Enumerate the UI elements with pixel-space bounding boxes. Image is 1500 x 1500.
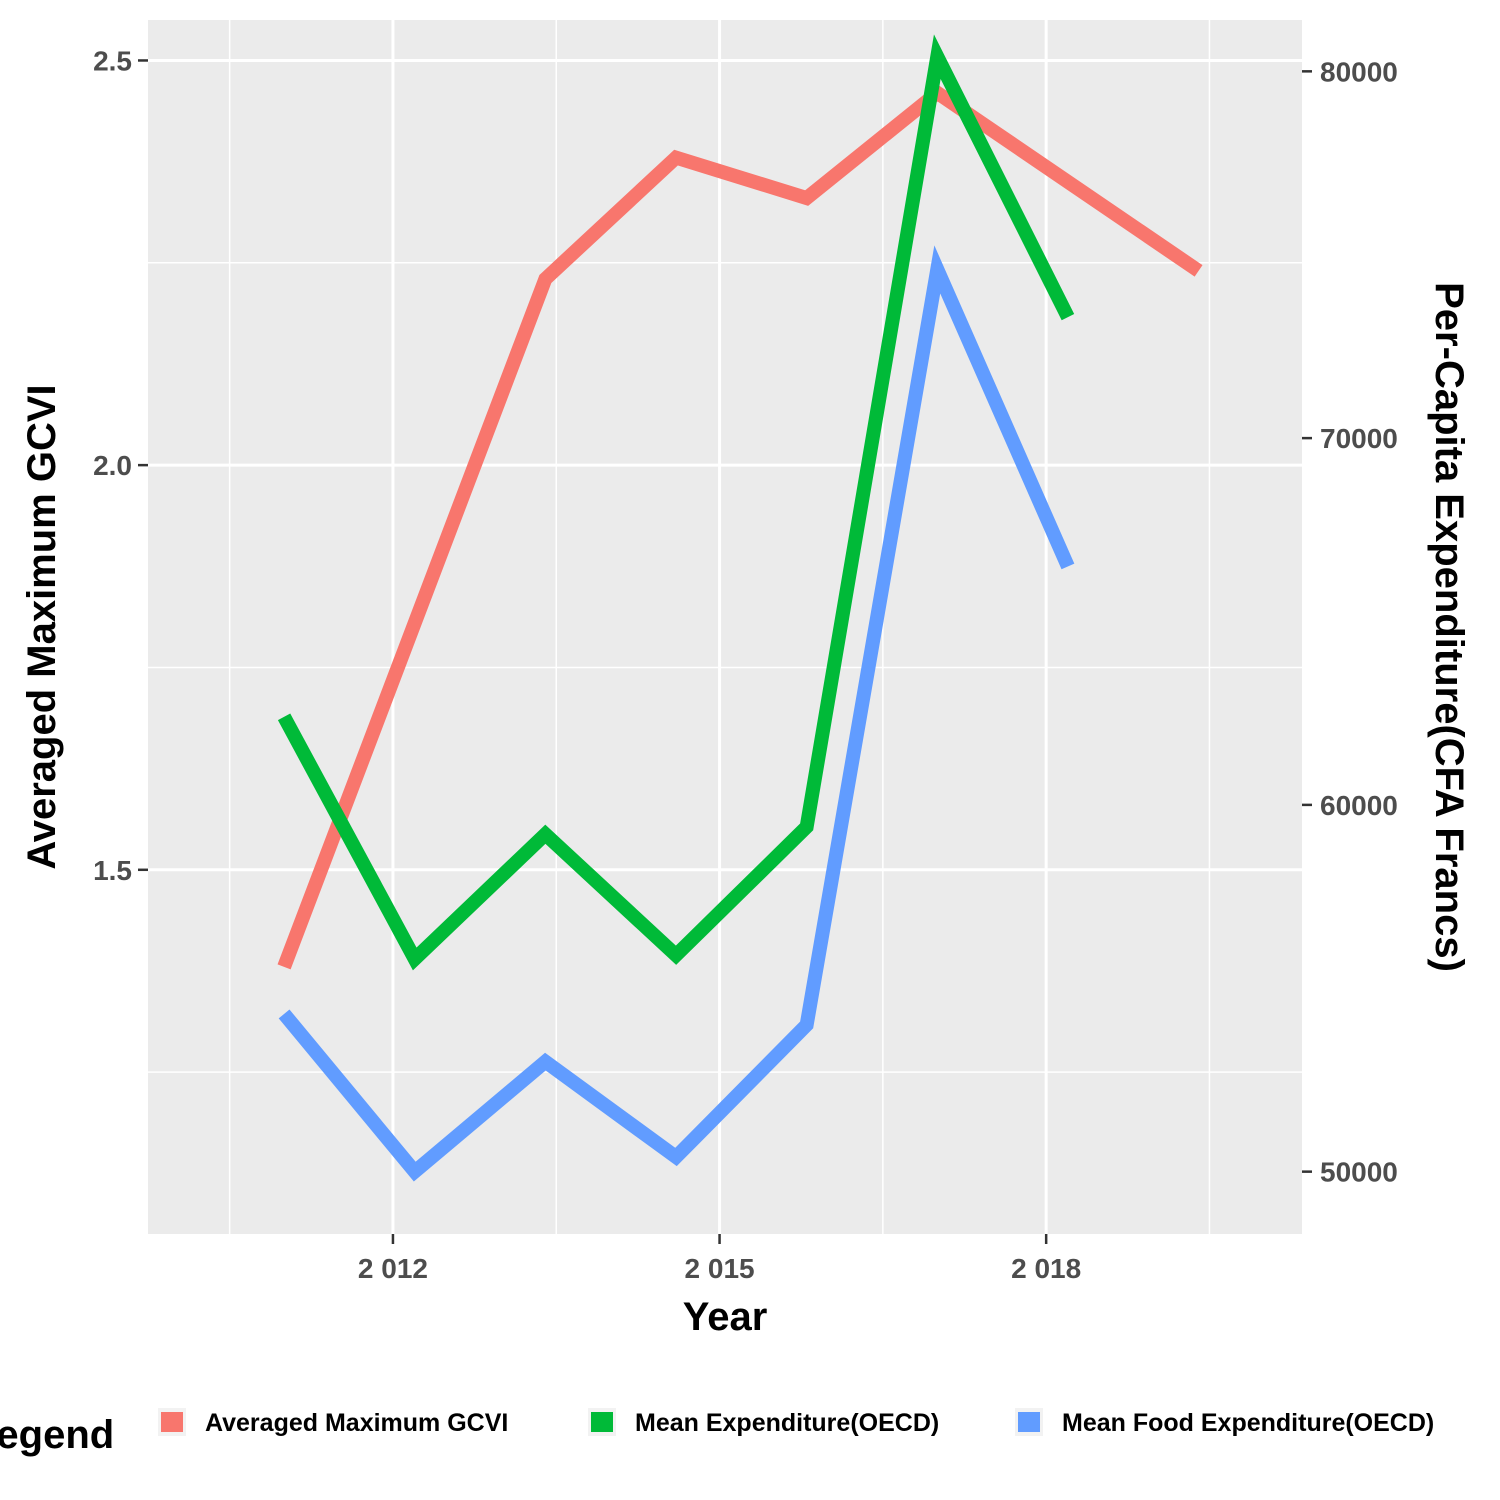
series-lines: [277, 34, 1203, 1182]
legend-label: Mean Expenditure(OECD): [635, 1409, 939, 1437]
legend-key: [591, 1412, 613, 1432]
x-tick-label: 2 015: [685, 1253, 755, 1284]
x-axis-title: Year: [683, 1295, 768, 1339]
series-line: [277, 34, 1075, 971]
legend-key: [1018, 1412, 1040, 1432]
plot-panel: [148, 20, 1302, 1234]
axes: 2 012 2 015 2 018 1.5 2.0 2.5 50000 60000 70000 8…: [93, 45, 1398, 1284]
y-left-tick-label: 1.5: [93, 855, 132, 886]
y-left-tick-label: 2.5: [93, 45, 132, 76]
y-left-tick-label: 2.0: [93, 450, 132, 481]
y-right-tick-label: 80000: [1320, 56, 1398, 87]
x-tick-label: 2 018: [1011, 1253, 1081, 1284]
legend-label: Mean Food Expenditure(OECD): [1062, 1409, 1434, 1437]
y-right-tick-label: 70000: [1320, 423, 1398, 454]
x-tick-label: 2 012: [358, 1253, 428, 1284]
legend-title: Legend: [0, 1413, 114, 1457]
series-line: [278, 245, 1075, 1182]
legend-label: Averaged Maximum GCVI: [205, 1409, 508, 1437]
major-grid: [148, 20, 1302, 1234]
y-axis-left-title: Averaged Maximum GCVI: [20, 384, 64, 869]
minor-grid: [148, 20, 1302, 1234]
y-right-tick-label: 50000: [1320, 1157, 1398, 1188]
legend-key: [161, 1412, 183, 1432]
legend: Legend Averaged Maximum GCVI Mean Expendi…: [0, 1408, 1434, 1457]
y-right-tick-label: 60000: [1320, 790, 1398, 821]
y-axis-right-title: Per-Capita Expenditure(CFA Francs): [1427, 282, 1471, 972]
series-line: [277, 84, 1203, 970]
